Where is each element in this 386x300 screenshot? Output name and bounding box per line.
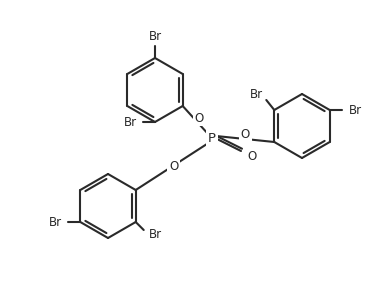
Text: O: O: [195, 112, 204, 124]
Text: Br: Br: [349, 103, 362, 116]
Text: O: O: [169, 160, 178, 173]
Text: Br: Br: [250, 88, 263, 100]
Text: O: O: [240, 128, 250, 140]
Text: Br: Br: [49, 215, 62, 229]
Text: Br: Br: [149, 29, 162, 43]
Text: Br: Br: [124, 116, 137, 128]
Text: Br: Br: [149, 229, 162, 242]
Text: O: O: [247, 151, 257, 164]
Text: P: P: [208, 131, 216, 145]
